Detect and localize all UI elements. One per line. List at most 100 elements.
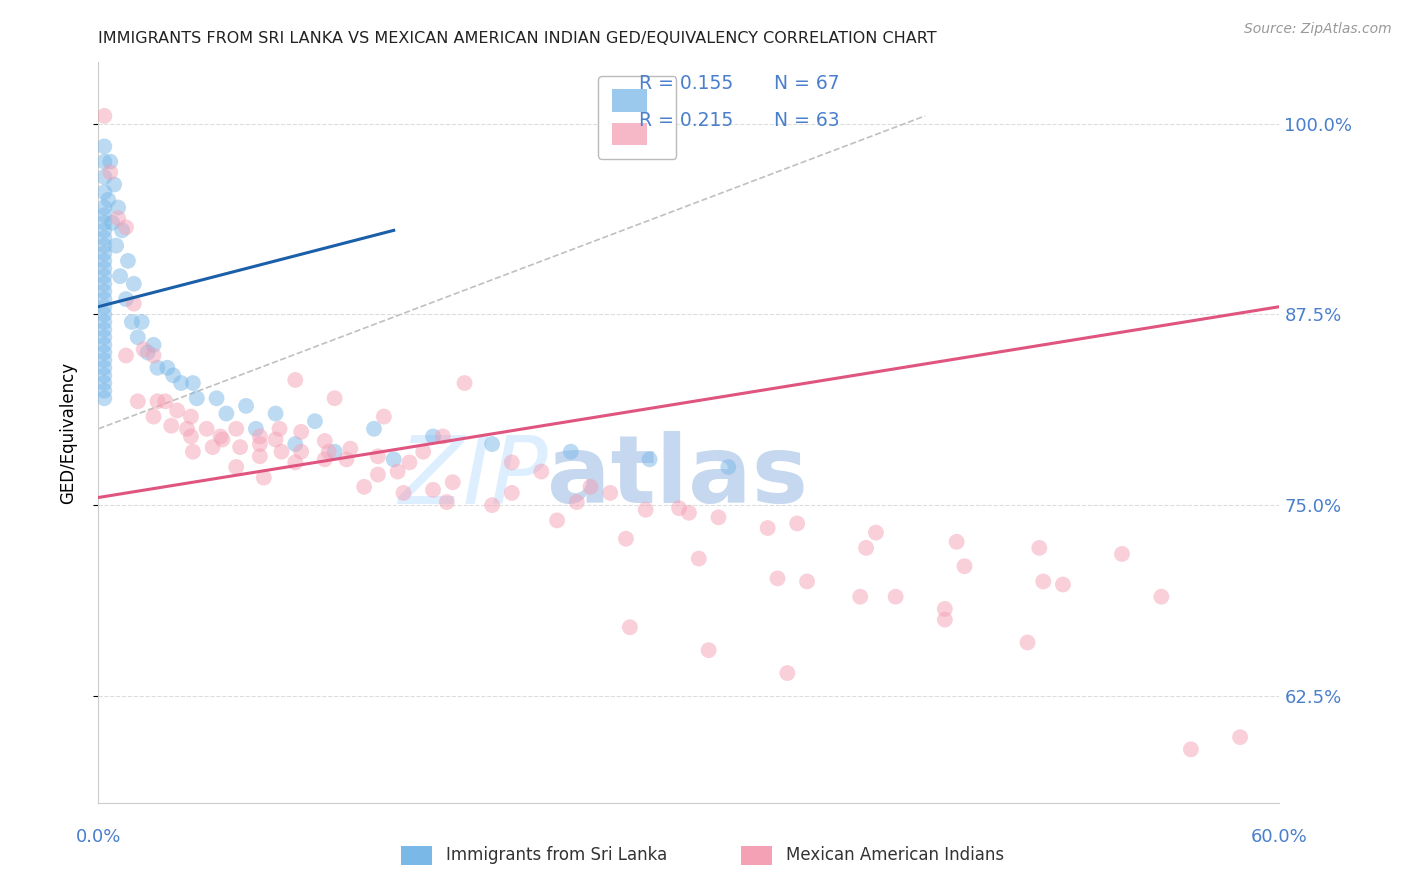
Point [1150, 590, 1173, 604]
Point [422, 483, 444, 497]
Point [786, 516, 808, 531]
Point [117, 253, 139, 268]
Point [93, 353, 115, 368]
Point [855, 541, 877, 555]
Point [93, 368, 115, 383]
Point [249, 450, 271, 464]
Text: N = 67: N = 67 [773, 74, 839, 93]
Point [142, 338, 165, 352]
Point [688, 551, 710, 566]
Point [398, 455, 420, 469]
Point [387, 465, 409, 479]
Point [225, 422, 247, 436]
Point [201, 440, 224, 454]
Point [93, 238, 115, 252]
Point [115, 220, 138, 235]
Point [122, 296, 145, 310]
Point [481, 498, 503, 512]
Point [132, 343, 155, 357]
Point [93, 246, 115, 260]
Point [339, 442, 361, 456]
Point [269, 422, 291, 436]
Point [93, 261, 115, 276]
Point [166, 403, 188, 417]
Point [229, 440, 252, 454]
Point [176, 422, 198, 436]
Point [93, 208, 115, 222]
Point [934, 602, 956, 616]
Point [1229, 730, 1251, 744]
Point [160, 418, 183, 433]
Point [953, 559, 976, 574]
Point [678, 506, 700, 520]
Point [614, 532, 637, 546]
Text: R = 0.215: R = 0.215 [640, 112, 734, 130]
Point [180, 409, 202, 424]
Point [142, 409, 165, 424]
Point [93, 330, 115, 344]
Text: ZIP: ZIP [398, 432, 547, 523]
Text: Source: ZipAtlas.com: Source: ZipAtlas.com [1244, 22, 1392, 37]
Point [945, 534, 967, 549]
Point [181, 444, 204, 458]
Point [422, 429, 444, 443]
Point [697, 643, 720, 657]
Point [668, 501, 690, 516]
Point [1032, 574, 1054, 589]
Point [101, 216, 124, 230]
Point [93, 253, 115, 268]
Point [136, 345, 159, 359]
Point [432, 429, 454, 443]
Point [1052, 577, 1074, 591]
Point [638, 452, 661, 467]
Y-axis label: GED/Equivalency: GED/Equivalency [59, 361, 77, 504]
Point [93, 169, 115, 184]
Point [392, 486, 415, 500]
Point [93, 231, 115, 245]
Text: R = 0.155: R = 0.155 [640, 74, 734, 93]
Point [481, 437, 503, 451]
Point [619, 620, 641, 634]
Point [865, 525, 887, 540]
Point [776, 666, 799, 681]
Point [209, 429, 232, 443]
Point [560, 444, 582, 458]
Point [934, 613, 956, 627]
Point [501, 455, 523, 469]
Point [253, 470, 276, 484]
Point [565, 495, 588, 509]
Point [382, 452, 405, 467]
Point [162, 368, 184, 383]
Point [211, 433, 233, 447]
Point [93, 391, 115, 405]
Point [323, 391, 346, 405]
Point [530, 465, 553, 479]
Point [245, 422, 267, 436]
Point [290, 444, 312, 458]
Point [205, 391, 228, 405]
Point [290, 425, 312, 439]
Point [103, 178, 125, 192]
Point [93, 384, 115, 398]
Point [93, 345, 115, 359]
Legend:  ,  : , [599, 76, 676, 159]
Point [181, 376, 204, 390]
Point [108, 269, 131, 284]
Point [225, 460, 247, 475]
Point [270, 444, 292, 458]
Point [170, 376, 193, 390]
Point [105, 238, 128, 252]
Point [93, 338, 115, 352]
Point [93, 292, 115, 306]
Point [1111, 547, 1133, 561]
Point [284, 455, 307, 469]
Point [180, 429, 202, 443]
Point [373, 409, 395, 424]
Point [121, 315, 143, 329]
Point [131, 315, 153, 329]
Point [122, 277, 145, 291]
Point [93, 307, 115, 321]
Point [93, 376, 115, 390]
Point [367, 467, 389, 482]
Point [146, 394, 169, 409]
